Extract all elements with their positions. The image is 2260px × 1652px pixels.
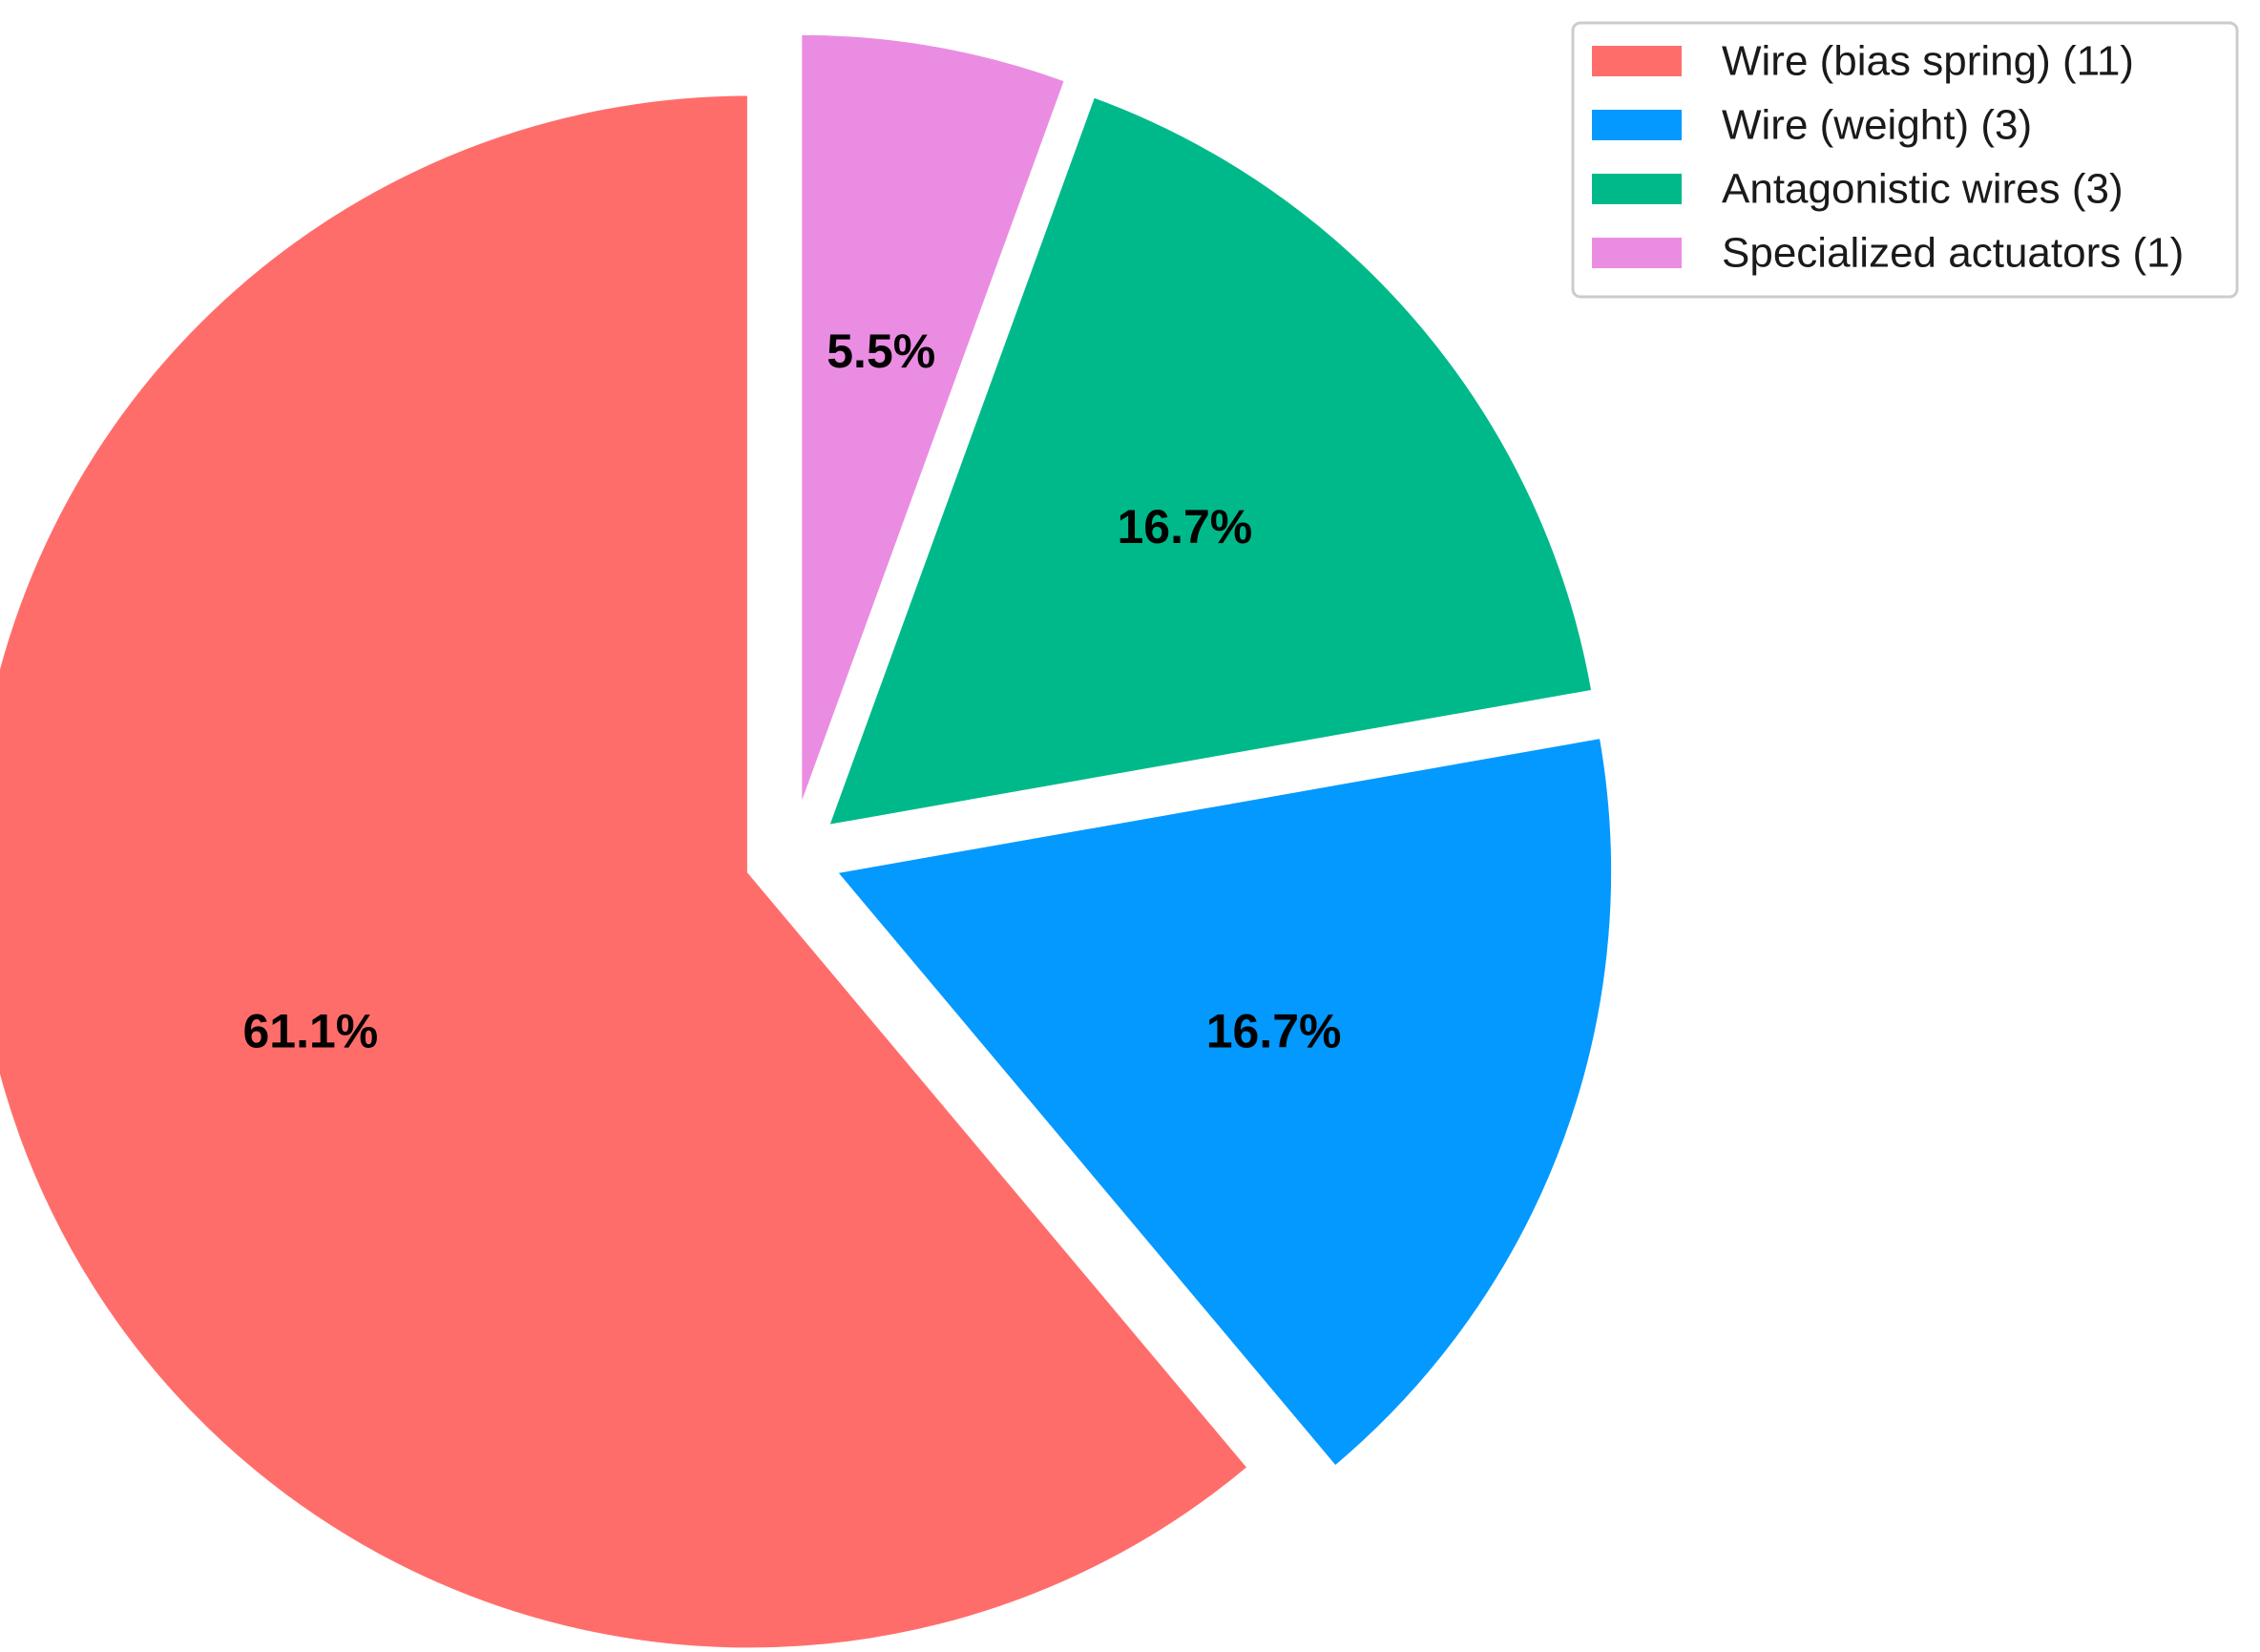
slice-percent-label: 61.1% (242, 1005, 378, 1058)
legend-frame (1571, 21, 2239, 299)
legend-label: Wire (bias spring) (11) (1722, 38, 2134, 85)
legend-label: Antagonistic wires (3) (1722, 166, 2124, 213)
pie-slice (798, 31, 1069, 812)
pie-slice (824, 93, 1596, 829)
legend-swatch (1592, 174, 1682, 204)
legend-swatch (1592, 46, 1682, 76)
pie-slice (0, 92, 1252, 1652)
slice-percent-label: 16.7% (1206, 1005, 1342, 1058)
legend-label: Specialized actuators (1) (1722, 230, 2184, 277)
slice-percent-label: 5.5% (827, 324, 935, 378)
legend-swatch (1592, 110, 1682, 140)
legend-label: Wire (weight) (3) (1722, 102, 2032, 149)
slice-percent-label: 16.7% (1117, 500, 1252, 554)
pie-slices (0, 31, 1616, 1652)
legend: Wire (bias spring) (11) Wire (weight) (3)… (1571, 21, 2239, 299)
pie-percent-labels: 5.5% 16.7% 16.7% 61.1% (242, 324, 1341, 1058)
pie-slice (831, 734, 1616, 1471)
legend-swatch (1592, 238, 1682, 268)
